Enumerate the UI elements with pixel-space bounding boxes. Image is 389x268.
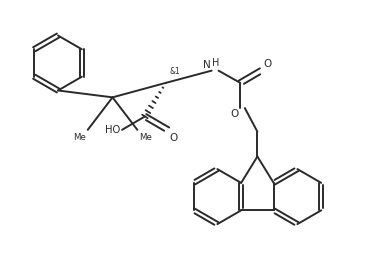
Text: HO: HO xyxy=(105,125,120,135)
Text: &1: &1 xyxy=(170,67,180,76)
Text: H: H xyxy=(212,58,220,68)
Text: Me: Me xyxy=(139,133,152,142)
Text: Me: Me xyxy=(73,133,86,142)
Text: O: O xyxy=(263,59,272,69)
Text: O: O xyxy=(170,133,178,143)
Text: N: N xyxy=(203,60,211,70)
Text: O: O xyxy=(230,109,239,119)
